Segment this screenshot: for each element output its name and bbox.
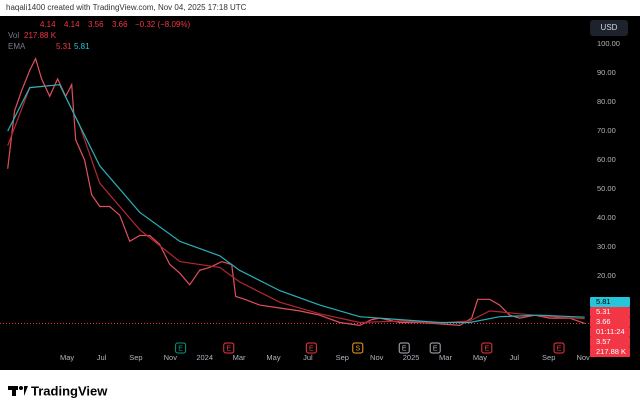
price-tag [590,347,630,357]
event-label: E [433,345,438,352]
x-tick-label: Mar [439,353,452,362]
legend-open: 4.14 [40,20,56,29]
x-tick-label: 2025 [403,353,420,362]
y-tick-label: 20.00 [597,271,616,280]
legend-close: 3.66 [112,20,128,29]
price-tag-label: 01:11:24 [596,327,625,336]
price-tag [590,337,630,347]
price-tag-label: 3.57 [596,337,611,346]
brand-logo [8,386,28,396]
event-marker [481,342,493,354]
event-marker [398,342,410,354]
y-tick-label: 70.00 [597,126,616,135]
legend-low: 3.56 [88,20,104,29]
legend-high: 4.14 [64,20,80,29]
y-tick-label: 90.00 [597,68,616,77]
event-label: S [355,345,360,352]
price-tag [590,327,630,337]
volume-label: Vol [8,31,19,40]
brand-name: TradingView [31,383,108,398]
chart-pane [0,16,640,370]
y-tick-label: 100.00 [597,39,620,48]
x-tick-label: May [473,353,487,362]
y-tick-label: 60.00 [597,155,616,164]
x-tick-label: Sep [336,353,349,362]
ema-slow: 5.81 [74,42,90,51]
price-tag-label: 5.31 [596,307,611,316]
x-tick-label: Sep [129,353,142,362]
event-marker [175,342,187,354]
event-marker [352,342,364,354]
y-tick-label: 40.00 [597,213,616,222]
ema-label: EMA [8,42,26,51]
price-tag-label: 3.66 [596,317,611,326]
price-tag [590,317,630,327]
event-marker [223,342,235,354]
x-tick-label: Nov [164,353,178,362]
currency-label: USD [601,23,618,32]
y-tick-label: 50.00 [597,184,616,193]
volume-value: 217.88 K [24,31,57,40]
price-tag-label: 217.88 K [596,347,626,356]
x-tick-label: Nov [370,353,384,362]
event-label: E [557,345,562,352]
x-tick-label: Jul [303,353,313,362]
x-tick-label: 2024 [196,353,213,362]
y-tick-label: 80.00 [597,97,616,106]
event-label: E [178,345,183,352]
event-label: E [226,345,231,352]
price-tag [590,297,630,307]
event-marker [429,342,441,354]
legend-change: −0.32 (−8.09%) [135,20,190,29]
event-label: E [484,345,489,352]
price-tag-label: 5.81 [596,297,611,306]
price-tag [590,307,630,317]
ema-fast: 5.31 [56,42,72,51]
x-tick-label: Jul [97,353,107,362]
x-tick-label: Sep [542,353,555,362]
event-label: E [402,345,407,352]
event-marker [305,342,317,354]
x-tick-label: May [60,353,74,362]
event-marker [553,342,565,354]
x-tick-label: May [266,353,280,362]
event-label: E [309,345,314,352]
x-tick-label: Mar [233,353,246,362]
x-tick-label: Nov [576,353,590,362]
attribution: haqali1400 created with TradingView.com,… [6,3,247,12]
currency-button[interactable] [590,20,628,36]
y-tick-label: 30.00 [597,242,616,251]
price-line [7,56,585,327]
price-line [7,84,585,324]
x-tick-label: Jul [510,353,520,362]
